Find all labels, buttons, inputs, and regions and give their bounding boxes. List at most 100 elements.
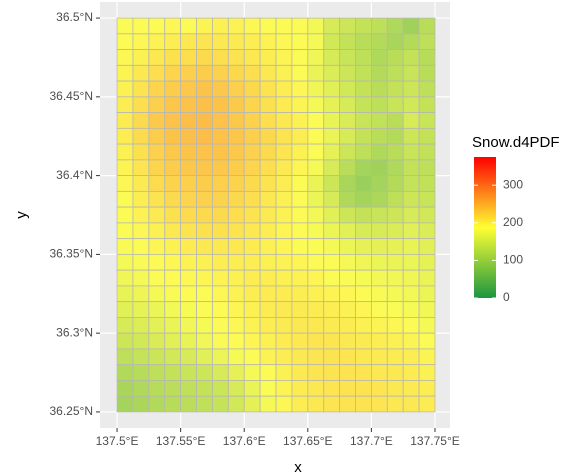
cell (260, 365, 276, 381)
cell (324, 191, 340, 207)
cell (149, 160, 165, 176)
cell (260, 239, 276, 255)
cell (292, 396, 308, 412)
cell (371, 239, 387, 255)
cell (149, 34, 165, 50)
cell (165, 286, 181, 302)
cell (340, 317, 356, 333)
cell (324, 239, 340, 255)
cell (165, 65, 181, 81)
cell (149, 223, 165, 239)
cell (260, 396, 276, 412)
cell (197, 333, 213, 349)
cell (117, 191, 133, 207)
cell (387, 18, 403, 34)
cell (149, 396, 165, 412)
cell (403, 254, 419, 270)
cell (276, 254, 292, 270)
cell (244, 65, 260, 81)
cell (340, 270, 356, 286)
cell (165, 160, 181, 176)
cell (244, 34, 260, 50)
cell (165, 365, 181, 381)
cell (403, 50, 419, 66)
cell (356, 270, 372, 286)
cell (308, 176, 324, 192)
cell (133, 254, 149, 270)
cell (212, 380, 228, 396)
cell (324, 50, 340, 66)
cell (276, 65, 292, 81)
cell (403, 128, 419, 144)
cell (260, 50, 276, 66)
cell (117, 176, 133, 192)
cell (181, 144, 197, 160)
cell (181, 160, 197, 176)
cell (387, 191, 403, 207)
x-tick-label: 137.5°E (96, 434, 139, 448)
cell (308, 302, 324, 318)
cell (308, 191, 324, 207)
cell (117, 160, 133, 176)
colorbar-label: 300 (503, 177, 523, 191)
cell (197, 396, 213, 412)
cell (197, 254, 213, 270)
cell (387, 365, 403, 381)
cell (308, 396, 324, 412)
cell (260, 81, 276, 97)
cell (260, 270, 276, 286)
cell (244, 144, 260, 160)
cell (133, 286, 149, 302)
cell (403, 113, 419, 129)
cell (149, 365, 165, 381)
cell (387, 97, 403, 113)
cell (292, 349, 308, 365)
cell (117, 365, 133, 381)
cell (212, 239, 228, 255)
cell (324, 144, 340, 160)
legend-title: Snow.d4PDF (472, 134, 560, 151)
chart: x y Snow.d4PDF 137.5°E137.55°E137.6°E137… (0, 0, 581, 476)
cell (419, 97, 435, 113)
cell (324, 65, 340, 81)
cell (197, 81, 213, 97)
cell (133, 97, 149, 113)
cell (117, 18, 133, 34)
cell (149, 349, 165, 365)
cell (117, 144, 133, 160)
cell (387, 317, 403, 333)
cell (181, 207, 197, 223)
cell (181, 113, 197, 129)
cell (403, 396, 419, 412)
cell (133, 333, 149, 349)
cell (419, 34, 435, 50)
cell (181, 191, 197, 207)
cell (292, 302, 308, 318)
cell (165, 270, 181, 286)
cell (260, 176, 276, 192)
cell (276, 207, 292, 223)
cell (228, 65, 244, 81)
cell (292, 365, 308, 381)
cell (181, 270, 197, 286)
cell (340, 81, 356, 97)
cell (244, 128, 260, 144)
cell (149, 65, 165, 81)
colorbar-label: 0 (503, 290, 510, 304)
cell (276, 144, 292, 160)
cell (149, 207, 165, 223)
cell (308, 349, 324, 365)
colorbar (474, 157, 496, 298)
cell (292, 191, 308, 207)
cell (149, 239, 165, 255)
cell (165, 380, 181, 396)
cell (165, 144, 181, 160)
cell (371, 333, 387, 349)
cell (340, 160, 356, 176)
cell (133, 144, 149, 160)
cell (117, 81, 133, 97)
cell (403, 65, 419, 81)
cell (340, 34, 356, 50)
cell (260, 317, 276, 333)
y-tick-label: 36.25°N (50, 404, 94, 418)
